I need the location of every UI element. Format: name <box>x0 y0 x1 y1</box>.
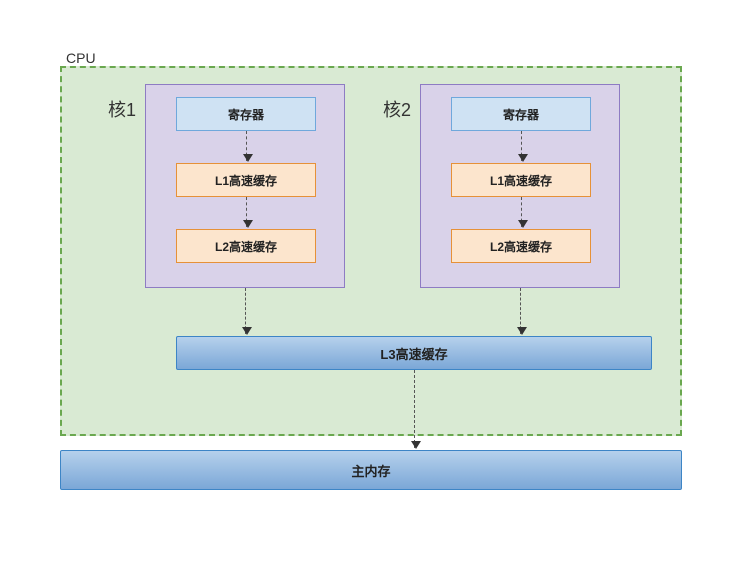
l2-label: L2高速缓存 <box>490 238 552 255</box>
core1-label: 核1 <box>108 96 136 122</box>
core2-l2-box: L2高速缓存 <box>451 229 591 263</box>
core2-register-box: 寄存器 <box>451 97 591 131</box>
arrow-core2-l3 <box>520 288 521 334</box>
core1-register-box: 寄存器 <box>176 97 316 131</box>
main-memory-label: 主内存 <box>351 461 390 480</box>
core2-arrow-reg-l1 <box>521 131 522 161</box>
core1-arrow-l1-l2 <box>246 197 247 227</box>
core1-l1-box: L1高速缓存 <box>176 163 316 197</box>
arrow-l3-mem <box>414 370 415 448</box>
core1-arrow-reg-l1 <box>246 131 247 161</box>
l3-label: L3高速缓存 <box>380 344 447 363</box>
cpu-label: CPU <box>66 50 96 66</box>
arrow-core1-l3 <box>245 288 246 334</box>
core2-arrow-l1-l2 <box>521 197 522 227</box>
core1-l2-box: L2高速缓存 <box>176 229 316 263</box>
core1-container: 寄存器 L1高速缓存 L2高速缓存 <box>145 84 345 288</box>
core2-container: 寄存器 L1高速缓存 L2高速缓存 <box>420 84 620 288</box>
l1-label: L1高速缓存 <box>215 172 277 189</box>
register-label: 寄存器 <box>228 106 264 123</box>
core2-l1-box: L1高速缓存 <box>451 163 591 197</box>
l3-cache-box: L3高速缓存 <box>176 336 652 370</box>
l1-label: L1高速缓存 <box>490 172 552 189</box>
core2-label: 核2 <box>383 96 411 122</box>
l2-label: L2高速缓存 <box>215 238 277 255</box>
register-label: 寄存器 <box>503 106 539 123</box>
main-memory-box: 主内存 <box>60 450 682 490</box>
